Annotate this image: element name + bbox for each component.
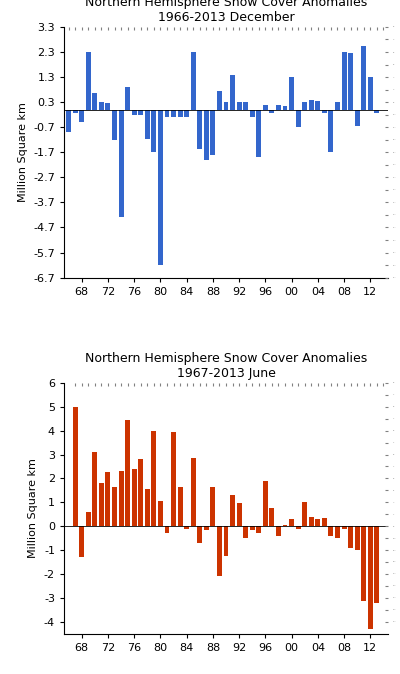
Bar xyxy=(322,110,327,113)
Bar xyxy=(145,110,150,138)
Bar xyxy=(79,110,84,122)
Bar xyxy=(79,526,84,557)
Bar xyxy=(243,102,248,110)
Bar xyxy=(112,487,117,526)
Bar xyxy=(106,472,110,526)
Bar xyxy=(348,526,353,547)
Bar xyxy=(368,526,373,629)
Bar xyxy=(282,106,288,110)
Bar xyxy=(361,526,366,601)
Bar xyxy=(158,501,163,526)
Bar xyxy=(342,526,346,528)
Bar xyxy=(224,102,228,110)
Bar xyxy=(66,110,71,132)
Bar xyxy=(191,52,196,110)
Bar xyxy=(270,110,274,113)
Bar xyxy=(197,526,202,543)
Bar xyxy=(86,52,91,110)
Bar xyxy=(374,526,379,603)
Bar xyxy=(112,110,117,140)
Y-axis label: Million Square km: Million Square km xyxy=(28,458,38,558)
Bar xyxy=(197,110,202,148)
Bar xyxy=(99,483,104,526)
Bar xyxy=(368,77,373,110)
Bar xyxy=(210,487,215,526)
Bar xyxy=(355,110,360,126)
Bar xyxy=(282,525,288,526)
Bar xyxy=(374,110,379,113)
Bar xyxy=(335,102,340,110)
Bar xyxy=(138,110,143,115)
Bar xyxy=(250,526,255,530)
Bar xyxy=(230,495,235,526)
Bar xyxy=(164,110,170,117)
Bar xyxy=(361,46,366,110)
Bar xyxy=(171,432,176,526)
Bar xyxy=(256,110,261,157)
Bar xyxy=(125,420,130,526)
Bar xyxy=(315,101,320,110)
Bar xyxy=(125,87,130,110)
Bar xyxy=(302,102,307,110)
Bar xyxy=(210,110,215,155)
Bar xyxy=(342,52,346,110)
Bar xyxy=(335,526,340,538)
Bar xyxy=(302,502,307,526)
Bar xyxy=(217,526,222,576)
Bar xyxy=(184,110,189,117)
Bar xyxy=(263,104,268,110)
Bar xyxy=(191,458,196,526)
Bar xyxy=(204,526,209,530)
Bar xyxy=(276,104,281,110)
Title: Northern Hemisphere Snow Cover Anomalies
1967-2013 June: Northern Hemisphere Snow Cover Anomalies… xyxy=(85,353,367,380)
Bar xyxy=(86,512,91,526)
Bar xyxy=(355,526,360,550)
Bar xyxy=(132,110,137,115)
Bar xyxy=(309,516,314,526)
Bar xyxy=(151,110,156,152)
Bar xyxy=(106,103,110,110)
Bar xyxy=(171,110,176,117)
Y-axis label: Million Square km: Million Square km xyxy=(18,102,28,202)
Bar xyxy=(164,526,170,533)
Bar xyxy=(73,407,78,526)
Bar xyxy=(119,471,124,526)
Bar xyxy=(256,526,261,533)
Bar xyxy=(184,526,189,528)
Bar xyxy=(289,519,294,526)
Bar xyxy=(270,508,274,526)
Bar xyxy=(178,487,182,526)
Bar xyxy=(92,94,97,110)
Bar xyxy=(138,459,143,526)
Bar xyxy=(250,110,255,117)
Bar xyxy=(158,110,163,265)
Bar xyxy=(224,526,228,556)
Bar xyxy=(263,481,268,526)
Bar xyxy=(204,110,209,160)
Bar xyxy=(99,102,104,110)
Bar xyxy=(73,110,78,113)
Bar xyxy=(132,469,137,526)
Bar xyxy=(328,110,333,152)
Bar xyxy=(145,489,150,526)
Bar xyxy=(237,102,242,110)
Bar xyxy=(217,91,222,110)
Bar xyxy=(296,110,301,127)
Bar xyxy=(119,110,124,218)
Bar xyxy=(289,77,294,110)
Bar xyxy=(243,526,248,538)
Bar xyxy=(276,526,281,536)
Bar xyxy=(309,100,314,110)
Bar xyxy=(178,110,182,117)
Bar xyxy=(230,75,235,110)
Bar xyxy=(92,452,97,526)
Bar xyxy=(237,503,242,526)
Bar xyxy=(296,526,301,528)
Bar xyxy=(328,526,333,536)
Bar xyxy=(322,518,327,526)
Title: Northern Hemisphere Snow Cover Anomalies
1966-2013 December: Northern Hemisphere Snow Cover Anomalies… xyxy=(85,0,367,24)
Bar xyxy=(315,519,320,526)
Bar xyxy=(151,431,156,526)
Bar xyxy=(348,53,353,110)
